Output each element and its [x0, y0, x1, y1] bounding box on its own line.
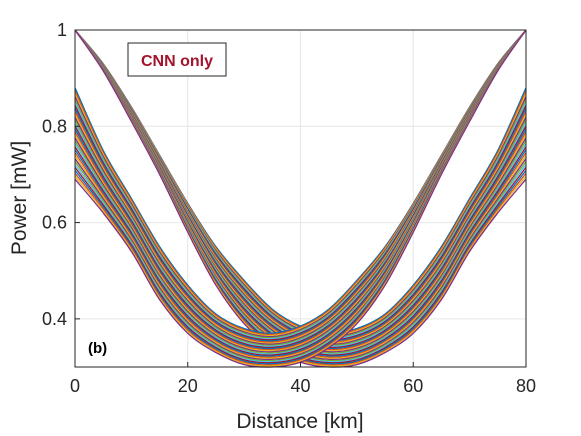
x-tick-label: 40 — [290, 376, 310, 396]
legend-box: CNN only — [127, 42, 227, 77]
x-axis-label: Distance [km] — [236, 410, 363, 433]
y-axis-label: Power [mW] — [8, 141, 31, 255]
x-ticks: 0 20 40 60 80 — [70, 362, 536, 396]
legend-label: CNN only — [141, 53, 213, 70]
y-tick-label: 0.6 — [42, 213, 67, 233]
power-curves — [74, 29, 527, 368]
y-tick-label: 1 — [57, 20, 67, 40]
x-tick-label: 80 — [516, 376, 536, 396]
x-tick-label: 0 — [70, 376, 80, 396]
x-tick-label: 20 — [178, 376, 198, 396]
y-tick-label: 0.4 — [42, 309, 67, 329]
x-tick-label: 60 — [403, 376, 423, 396]
y-ticks: 0.4 0.6 0.8 1 — [42, 20, 80, 329]
panel-label: (b) — [88, 340, 107, 357]
y-tick-label: 0.8 — [42, 116, 67, 136]
